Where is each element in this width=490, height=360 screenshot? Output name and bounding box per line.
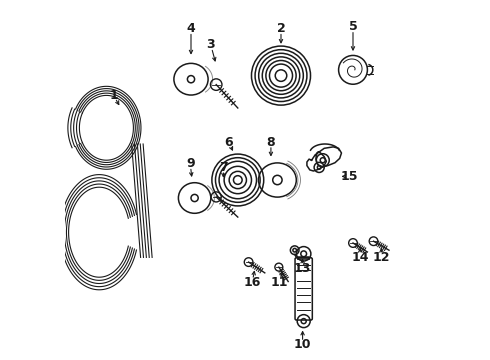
Text: 11: 11 [270,276,288,289]
Text: 16: 16 [244,276,261,289]
Text: 6: 6 [224,136,233,149]
Text: 4: 4 [187,22,196,35]
Text: 2: 2 [277,22,285,35]
Text: 9: 9 [186,157,195,170]
Text: 13: 13 [294,262,311,275]
Text: 12: 12 [373,251,391,264]
Text: 3: 3 [206,39,215,51]
Text: 15: 15 [341,170,358,183]
Text: 7: 7 [219,161,228,174]
Text: 1: 1 [109,89,118,102]
Text: 10: 10 [294,338,311,351]
Text: 5: 5 [348,21,357,33]
Text: 8: 8 [267,136,275,149]
Text: 14: 14 [351,251,369,264]
